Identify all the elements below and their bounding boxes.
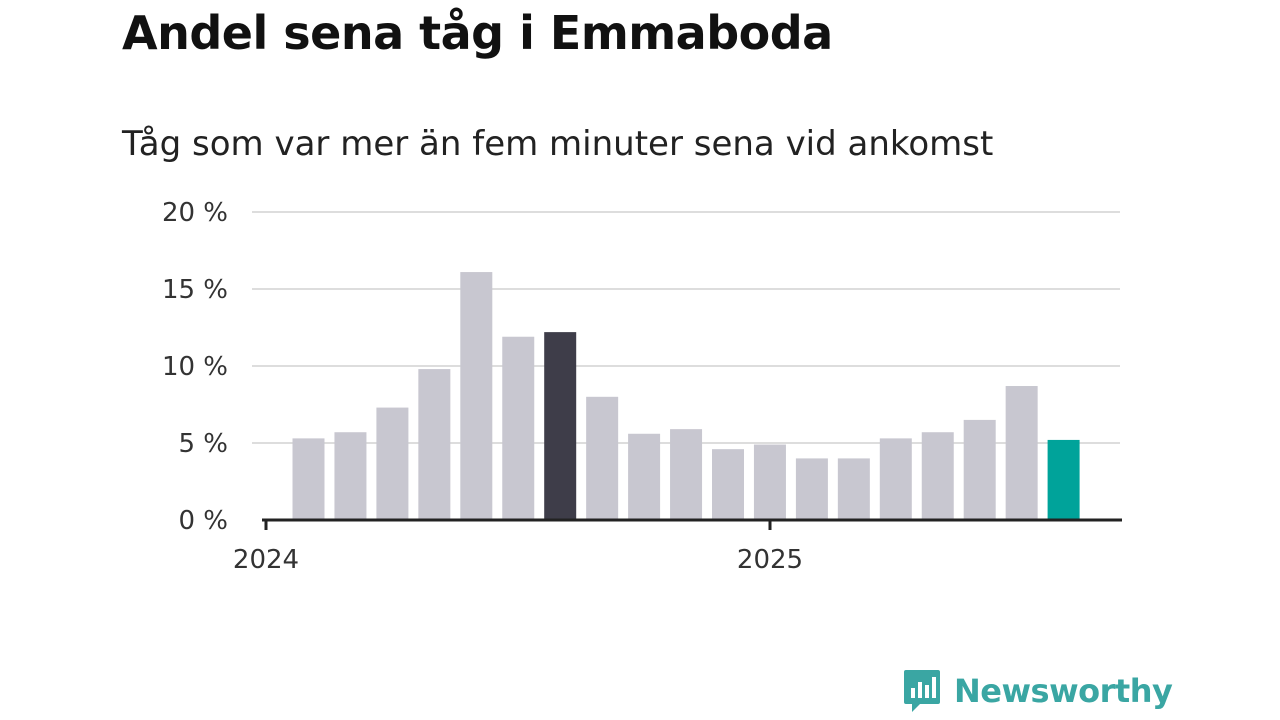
bar-2025-01 <box>795 458 828 520</box>
bar-2024-08 <box>586 396 619 520</box>
bar-2024-05 <box>460 272 493 520</box>
y-tick-labels: 0 % 5 % 10 % 15 % 20 % <box>162 198 228 536</box>
bar-2024-06 <box>502 336 535 520</box>
y-tick-label: 15 % <box>162 275 228 305</box>
newsworthy-logo: Newsworthy <box>902 668 1173 714</box>
chart-title: Andel sena tåg i Emmaboda <box>122 6 833 60</box>
bar-2025-04 <box>921 432 954 520</box>
y-tick-label: 20 % <box>162 198 228 228</box>
bar-2024-09 <box>628 433 661 520</box>
bar-2024-01 <box>292 438 325 520</box>
bar-2025-03 <box>879 438 912 520</box>
bar-2024-07 <box>544 332 577 520</box>
bar-2024-03 <box>376 407 409 520</box>
x-tick-label: 2025 <box>737 545 803 575</box>
bar-2024-10 <box>670 429 703 520</box>
bar-2024-12 <box>753 444 786 520</box>
bar-2024-04 <box>418 369 451 520</box>
newsworthy-logo-icon <box>904 670 940 712</box>
brand-name: Newsworthy <box>954 672 1173 710</box>
chart-subtitle: Tåg som var mer än fem minuter sena vid … <box>122 124 994 164</box>
x-tick-labels: 2024 2025 <box>233 545 803 575</box>
bar-2024-11 <box>712 449 744 520</box>
bar-2025-02 <box>837 458 870 520</box>
bars <box>292 272 1080 520</box>
bar-2024-02 <box>334 432 367 520</box>
bar-2025-07 <box>1047 439 1080 520</box>
y-tick-label: 10 % <box>162 352 228 382</box>
bar-2025-06 <box>1005 386 1038 520</box>
x-axis <box>262 518 1122 530</box>
x-tick-label: 2024 <box>233 545 299 575</box>
y-tick-label: 0 % <box>178 506 228 536</box>
y-tick-label: 5 % <box>178 429 228 459</box>
bar-2025-05 <box>963 419 996 520</box>
